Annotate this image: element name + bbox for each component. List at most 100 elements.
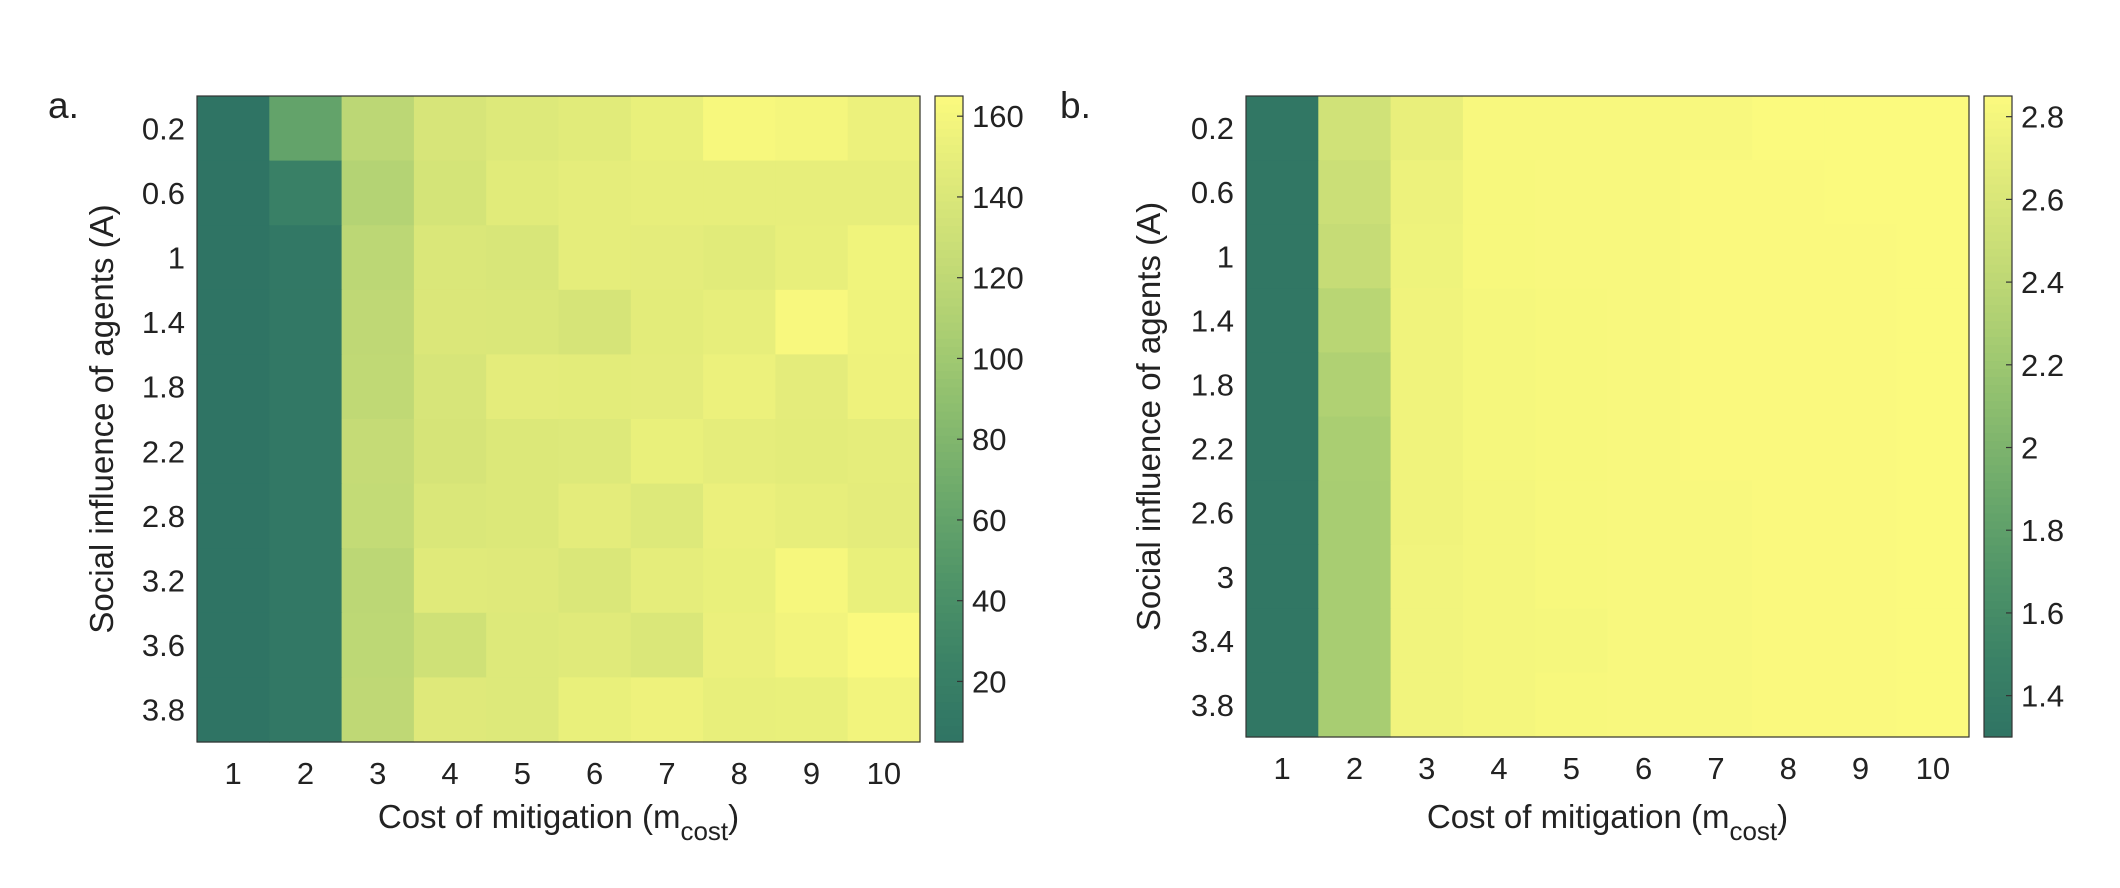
x-tick-label: 1	[225, 756, 242, 791]
heatmap-cell	[413, 419, 487, 485]
colorbar-segment	[1984, 104, 2012, 113]
heatmap-cell	[775, 160, 849, 226]
heatmap-cell	[413, 548, 487, 614]
heatmap-cell	[1390, 224, 1464, 289]
heatmap-cell	[1535, 544, 1609, 610]
heatmap-cell	[1246, 608, 1319, 674]
heatmap-cell	[1679, 480, 1753, 546]
colorbar-segment	[935, 386, 963, 396]
heatmap-cell	[1752, 672, 1825, 738]
heatmap-cell	[1896, 288, 1970, 353]
heatmap-cell	[1896, 224, 1970, 289]
colorbar-segment	[1984, 576, 2012, 586]
y-tick-label: 1.8	[1191, 367, 1234, 402]
colorbar-segment	[1984, 632, 2012, 642]
colorbar-segment	[935, 427, 963, 436]
x-tick-label: 4	[441, 756, 458, 791]
colorbar-segment	[1984, 200, 2012, 209]
colorbar-segment	[935, 419, 963, 428]
heatmap-cell	[1752, 96, 1825, 161]
colorbar-segment	[935, 104, 963, 113]
heatmap-cell	[269, 354, 343, 420]
colorbar-segment	[935, 491, 963, 501]
colorbar-segment	[935, 402, 963, 412]
colorbar-segment	[935, 209, 963, 218]
heatmap-cell	[1246, 672, 1319, 738]
heatmap-cell	[1390, 352, 1464, 418]
heatmap-cell	[1607, 224, 1681, 289]
heatmap-cell	[1318, 224, 1392, 289]
heatmap-cell	[703, 419, 776, 485]
colorbar-segment	[935, 144, 963, 154]
colorbar-segment	[1984, 336, 2012, 345]
heatmap-cell	[847, 225, 921, 291]
heatmap-cell	[1390, 160, 1464, 225]
heatmap-cell	[630, 612, 704, 678]
colorbar-segment	[935, 370, 963, 380]
heatmap-cell	[1896, 544, 1970, 610]
panel-b: 1 2 3 4 5 6 7 8 9 10 0.2 0.6 1 1.4 1.8 2.2 2.6 3 3.4 3.8 Cos…	[1060, 85, 2064, 846]
x-tick-label: 4	[1490, 751, 1507, 786]
colorbar-segment	[935, 120, 963, 129]
colorbar-segment	[1984, 256, 2012, 265]
colorbar-segment	[935, 653, 963, 662]
heatmap-cell	[1607, 544, 1681, 610]
heatmap-cell	[197, 548, 270, 614]
heatmap-cell	[1462, 480, 1536, 546]
heatmap-cell	[1824, 608, 1898, 674]
y-tick-label: 3.6	[142, 628, 185, 663]
colorbar-segment	[935, 410, 963, 420]
heatmap-cell	[269, 225, 343, 291]
heatmap-cell	[847, 160, 921, 226]
colorbar-segment	[935, 289, 963, 299]
heatmap-cell	[847, 483, 921, 549]
heatmap-cell	[1535, 352, 1609, 418]
heatmap-cell	[1824, 288, 1898, 353]
heatmap-cell	[1607, 672, 1681, 738]
colorbar-tick-label: 100	[972, 341, 1024, 376]
heatmap-cell	[1390, 672, 1464, 738]
colorbar-segment	[1984, 664, 2012, 674]
heatmap-cell	[775, 483, 849, 549]
heatmap-cell	[341, 225, 415, 291]
x-axis-label: Cost of mitigation (mcost)	[378, 798, 739, 846]
colorbar-segment	[935, 128, 963, 137]
colorbar-segment	[935, 475, 963, 485]
heatmap-cell	[558, 160, 632, 226]
heatmap-cell	[630, 483, 704, 549]
x-tick-label: 7	[1707, 751, 1724, 786]
plot-frame	[1245, 95, 1970, 738]
x-tick-label: 3	[1418, 751, 1435, 786]
panel-label: a.	[48, 85, 79, 126]
colorbar-segment	[935, 540, 963, 549]
x-tick-label: 2	[1346, 751, 1363, 786]
heatmap-cell	[1679, 608, 1753, 674]
heatmap-cell	[558, 96, 632, 162]
heatmap-cell	[1679, 416, 1753, 482]
colorbar-tick-label: 20	[972, 664, 1006, 699]
colorbar-segment	[1984, 304, 2012, 313]
colorbar-segment	[1984, 560, 2012, 570]
colorbar-segment	[935, 241, 963, 251]
heatmap-cell	[269, 677, 343, 743]
x-tick-label: 5	[1563, 751, 1580, 786]
colorbar-segment	[935, 467, 963, 477]
heatmap-cell	[558, 483, 632, 549]
heatmap-cell	[1679, 672, 1753, 738]
colorbar-tick-label: 2.4	[2021, 265, 2064, 300]
heatmap-cell	[1607, 96, 1681, 161]
heatmap-cell	[413, 677, 487, 743]
x-tick-label: 5	[514, 756, 531, 791]
colorbar-segment	[935, 515, 963, 525]
colorbar-segment	[935, 580, 963, 590]
colorbar-segment	[1984, 448, 2012, 458]
heatmap-cell	[1752, 480, 1825, 546]
y-axis-label: Social influence of agents (A)	[83, 204, 120, 633]
colorbar-tick-label: 120	[972, 261, 1024, 296]
colorbar-segment	[1984, 456, 2012, 466]
heatmap-cell	[558, 354, 632, 420]
y-tick-label: 2.6	[1191, 496, 1234, 531]
panel-a: 1 2 3 4 5 6 7 8 9 10 0.2 0.6 1 1.4 1.8 2.2 2.8 3.2 3.6 3.8 C…	[48, 85, 1024, 846]
heatmap-cell	[1246, 96, 1319, 161]
colorbar-tick-label: 2	[2021, 431, 2038, 466]
